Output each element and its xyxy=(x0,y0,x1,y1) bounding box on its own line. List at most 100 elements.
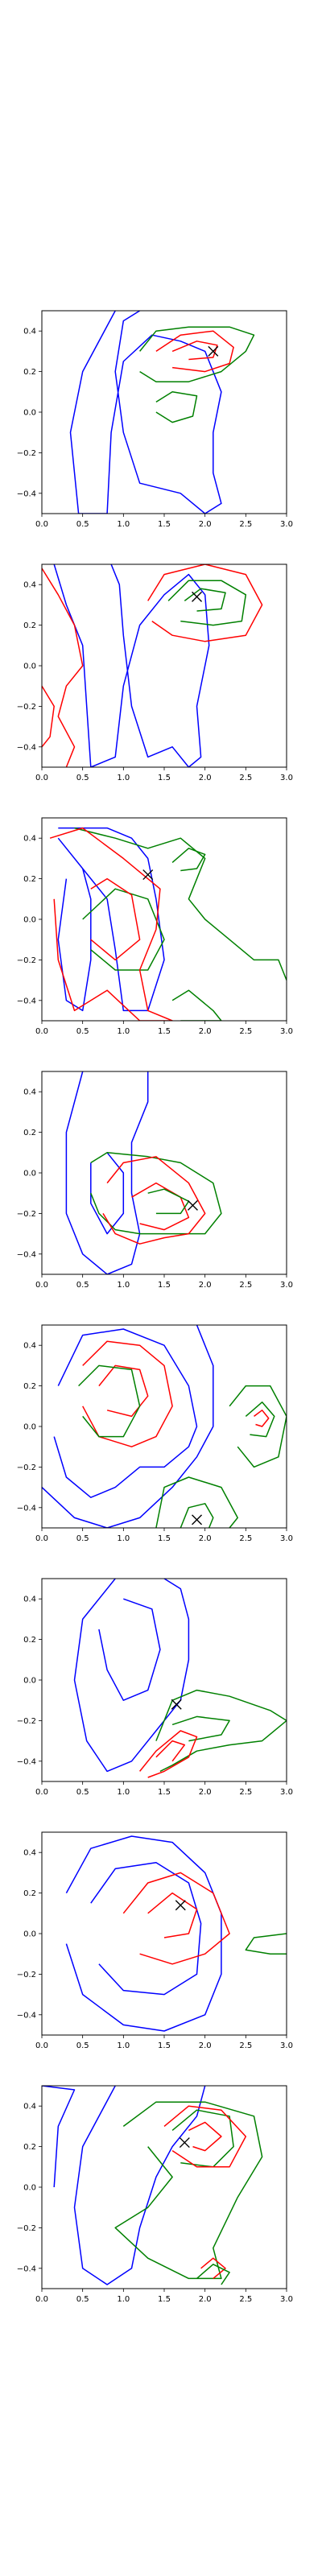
y-tick-label: −0.4 xyxy=(17,743,36,752)
green-contour-line xyxy=(171,1715,230,1742)
x-tick-label: 1.0 xyxy=(117,1788,130,1797)
blue-contour-line xyxy=(90,1862,202,1996)
x-tick-label: 0.5 xyxy=(76,1281,89,1290)
red-contour-line xyxy=(90,877,141,961)
green-contour-line xyxy=(196,2264,230,2285)
axes-frame xyxy=(41,1578,287,1782)
x-tick-label: 2.0 xyxy=(199,2041,212,2050)
plot-area xyxy=(42,1325,287,1528)
x-tick-label: 1.5 xyxy=(158,774,171,782)
green-contour-line xyxy=(229,1385,287,1468)
green-contour-line xyxy=(171,2109,234,2168)
green-contour-line xyxy=(78,1364,141,1438)
red-contour-line xyxy=(200,2257,226,2279)
red-contour-line xyxy=(49,827,173,1021)
red-contour-line xyxy=(82,1340,173,1447)
green-contour-line xyxy=(139,326,255,382)
red-contour-line xyxy=(102,1156,206,1245)
red-contour-line xyxy=(42,685,55,748)
plot-area xyxy=(65,1071,222,1274)
x-tick-label: 1.0 xyxy=(117,2041,130,2050)
red-contour-line xyxy=(42,568,84,767)
plot-area xyxy=(65,1835,287,2032)
x-tick-label: 0.0 xyxy=(35,2295,48,2304)
blue-contour-line xyxy=(53,564,210,767)
x-tick-label: 0.5 xyxy=(76,1027,89,1036)
blue-contour-line xyxy=(53,1328,198,1498)
x-tick-label: 1.5 xyxy=(158,1534,171,1543)
green-contour-line xyxy=(171,848,206,872)
y-tick-label: −0.2 xyxy=(17,1210,36,1219)
y-tick-label: −0.2 xyxy=(17,956,36,965)
panel-7: 0.0 0.5 1.0 1.5 2.0 2.5 3.0 0.4 0.2 0.0 −0.2 −0.4 xyxy=(17,1831,293,2050)
red-contour-line xyxy=(254,1410,270,1427)
y-tick-label: 0.2 xyxy=(23,1636,36,1645)
y-tick-label: −0.4 xyxy=(17,2011,36,2020)
y-tick-label: −0.4 xyxy=(17,997,36,1005)
x-tick-label: 1.0 xyxy=(117,1281,130,1290)
x-tick-label: 1.0 xyxy=(117,2295,130,2304)
y-tick-label: 0.2 xyxy=(23,2143,36,2152)
panel-6: 0.0 0.5 1.0 1.5 2.0 2.5 3.0 0.4 0.2 0.0 −0.2 −0.4 xyxy=(17,1578,293,1797)
y-tick-label: 0.4 xyxy=(23,1849,36,1858)
red-contour-line xyxy=(155,1740,186,1762)
axes-frame xyxy=(41,1831,287,2036)
red-contour-line xyxy=(188,2121,222,2152)
y-tick-label: 0.4 xyxy=(23,1342,36,1351)
x-tick-label: 2.5 xyxy=(239,1281,252,1290)
blue-contour-line xyxy=(57,827,165,1012)
x-tick-label: 3.0 xyxy=(280,1788,293,1797)
y-tick-label: 0.0 xyxy=(23,663,36,671)
x-tick-label: 2.5 xyxy=(239,1027,252,1036)
x-tick-label: 0.5 xyxy=(76,1534,89,1543)
plot-area xyxy=(69,311,255,514)
x-tick-label: 0.5 xyxy=(76,2041,89,2050)
x-marker xyxy=(192,591,203,602)
blue-contour-line xyxy=(65,1835,222,2032)
y-tick-label: 0.0 xyxy=(23,1170,36,1179)
y-tick-label: −0.2 xyxy=(17,2224,36,2233)
x-tick-label: 3.0 xyxy=(280,774,293,782)
plot-area xyxy=(73,1579,287,1778)
x-tick-label: 1.0 xyxy=(117,520,130,529)
x-tick-label: 3.0 xyxy=(280,2041,293,2050)
x-tick-label: 2.5 xyxy=(239,2295,252,2304)
red-contour-line xyxy=(155,330,234,373)
x-tick-label: 0.5 xyxy=(76,1788,89,1797)
blue-contour-line xyxy=(57,868,92,1012)
y-tick-label: −0.2 xyxy=(17,1971,36,1979)
blue-contour-line xyxy=(98,1598,161,1701)
panel-5: 0.0 0.5 1.0 1.5 2.0 2.5 3.0 0.4 0.2 0.0 −0.2 −0.4 xyxy=(17,1324,293,1543)
green-contour-line xyxy=(82,888,165,971)
green-contour-line xyxy=(245,1402,275,1438)
x-tick-label: 1.5 xyxy=(158,1281,171,1290)
y-tick-label: 0.4 xyxy=(23,835,36,844)
x-tick-label: 0.0 xyxy=(35,1788,48,1797)
blue-contour-line xyxy=(73,2086,206,2285)
y-tick-label: 0.0 xyxy=(23,916,36,925)
x-tick-label: 1.0 xyxy=(117,1534,130,1543)
x-tick-label: 1.0 xyxy=(117,1027,130,1036)
green-contour-line xyxy=(155,1689,287,1773)
panel-3: 0.0 0.5 1.0 1.5 2.0 2.5 3.0 0.4 0.2 0.0 −0.2 −0.4 xyxy=(17,817,293,1036)
x-tick-label: 2.5 xyxy=(239,520,252,529)
x-tick-label: 0.0 xyxy=(35,1027,48,1036)
y-tick-label: −0.4 xyxy=(17,1250,36,1259)
panel-8: 0.0 0.5 1.0 1.5 2.0 2.5 3.0 0.4 0.2 0.0 −0.2 −0.4 xyxy=(17,2085,293,2304)
red-contour-line xyxy=(98,1364,149,1418)
plot-area xyxy=(42,564,263,767)
y-tick-label: 0.2 xyxy=(23,1129,36,1137)
axes-frame xyxy=(41,1324,287,1529)
x-marker xyxy=(171,1699,182,1710)
x-tick-label: 3.0 xyxy=(280,1281,293,1290)
blue-contour-line xyxy=(42,2086,76,2188)
y-tick-label: 0.2 xyxy=(23,1382,36,1391)
panel-4: 0.0 0.5 1.0 1.5 2.0 2.5 3.0 0.4 0.2 0.0 −0.2 −0.4 xyxy=(17,1071,293,1290)
green-contour-line xyxy=(90,1152,222,1235)
green-contour-line xyxy=(245,1933,287,1955)
x-tick-label: 1.5 xyxy=(158,2041,171,2050)
axes-frame xyxy=(41,310,287,514)
x-tick-label: 0.0 xyxy=(35,774,48,782)
green-contour-line xyxy=(155,1476,238,1528)
